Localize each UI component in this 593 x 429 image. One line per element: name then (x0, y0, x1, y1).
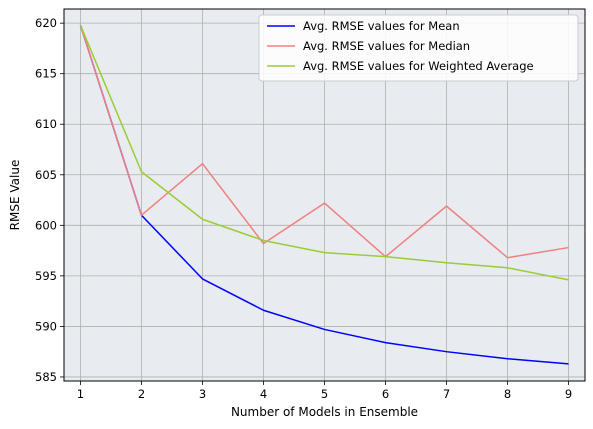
x-axis-ticks: 1 2 3 4 5 6 7 8 9 (77, 381, 572, 401)
series-layer (79, 24, 569, 365)
series-line-1 (79, 24, 569, 365)
y-tick-label: 595 (35, 269, 57, 283)
legend-entry: Avg. RMSE values for Median (303, 39, 470, 53)
y-tick-label: 605 (35, 168, 57, 182)
y-axis-label: RMSE Value (8, 160, 22, 231)
x-tick-label: 2 (138, 387, 145, 401)
y-tick-label: 610 (35, 117, 57, 131)
x-tick-label: 8 (504, 387, 511, 401)
x-tick-label: 1 (77, 387, 84, 401)
y-tick-label: 620 (35, 16, 57, 30)
y-axis-ticks: 585 590 595 600 605 610 615 620 (35, 16, 64, 384)
series-line-2 (79, 24, 569, 259)
x-axis-label: Number of Models in Ensemble (231, 405, 418, 419)
x-tick-label: 6 (382, 387, 389, 401)
legend-entry: Avg. RMSE values for Weighted Average (303, 59, 534, 73)
x-tick-label: 7 (443, 387, 450, 401)
legend-entry: Avg. RMSE values for Mean (303, 19, 460, 33)
y-tick-label: 600 (35, 218, 57, 232)
x-tick-label: 3 (199, 387, 206, 401)
legend-box (258, 14, 579, 82)
x-tick-label: 4 (260, 387, 267, 401)
y-tick-label: 615 (35, 67, 57, 81)
y-tick-label: 585 (35, 370, 57, 384)
series-line-3 (79, 24, 569, 281)
y-tick-label: 590 (35, 319, 57, 333)
legend: Avg. RMSE values for Mean Avg. RMSE value… (258, 14, 579, 82)
x-tick-label: 9 (565, 387, 572, 401)
x-tick-label: 5 (321, 387, 328, 401)
